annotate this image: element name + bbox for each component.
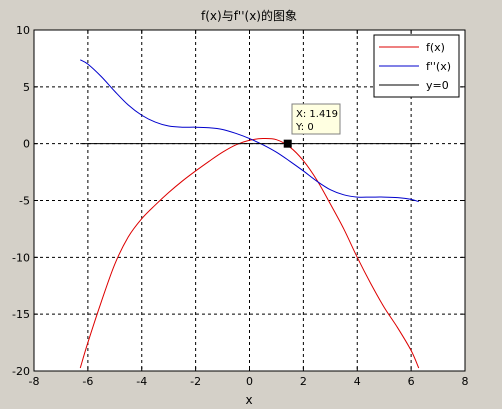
data-tip[interactable]: X: 1.419 Y: 0 [283, 103, 341, 148]
data-tip-box [291, 103, 341, 135]
y-tick-label: 0 [23, 138, 30, 151]
y-tick-label: -15 [12, 308, 30, 321]
x-tick-label: -6 [82, 375, 93, 388]
x-tick-label: -2 [190, 375, 201, 388]
x-tick-label: -4 [136, 375, 147, 388]
legend-label-0: f(x) [426, 41, 445, 54]
y-tick-label: -5 [19, 195, 30, 208]
x-tick-label: 2 [300, 375, 307, 388]
x-tick-label: 4 [354, 375, 361, 388]
x-tick-label: 8 [462, 375, 469, 388]
data-tip-x: X: 1.419 [296, 109, 338, 120]
chart-title: f(x)与f''(x)的图象 [201, 8, 297, 23]
y-tick-label: -20 [12, 365, 30, 378]
series-line-0 [79, 137, 420, 369]
series-lines [79, 59, 420, 369]
legend-label-1: f''(x) [426, 60, 451, 73]
x-axis-label: x [245, 393, 252, 407]
y-tick-label: -10 [12, 251, 30, 264]
x-tick-label: 0 [246, 375, 253, 388]
data-tip-marker[interactable] [283, 139, 292, 148]
x-tick-label: -8 [29, 375, 40, 388]
series-line-1 [80, 59, 419, 203]
x-tick-label: 6 [408, 375, 415, 388]
axis-ticks [33, 29, 466, 372]
y-tick-label: 5 [23, 81, 30, 94]
legend-label-2: y=0 [426, 79, 449, 92]
data-tip-y: Y: 0 [295, 122, 314, 133]
legend[interactable]: f(x) f''(x) y=0 [373, 34, 460, 98]
y-tick-label: 10 [16, 24, 30, 37]
